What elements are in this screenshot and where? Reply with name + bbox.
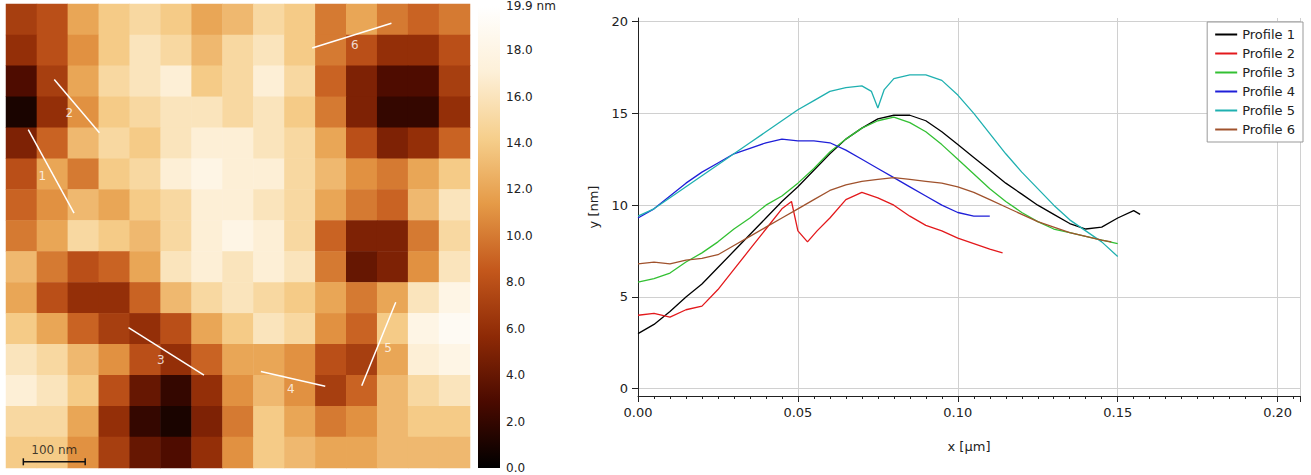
svg-text:Profile 4: Profile 4 xyxy=(1242,84,1295,99)
svg-text:12.0: 12.0 xyxy=(506,182,533,196)
svg-text:1: 1 xyxy=(39,169,47,183)
svg-text:Profile 3: Profile 3 xyxy=(1242,65,1295,80)
svg-text:10.0: 10.0 xyxy=(506,229,533,243)
svg-text:2.0: 2.0 xyxy=(506,415,525,429)
svg-text:Profile 5: Profile 5 xyxy=(1242,103,1295,118)
svg-text:6: 6 xyxy=(351,38,359,52)
svg-text:Profile 6: Profile 6 xyxy=(1242,122,1295,137)
svg-text:10: 10 xyxy=(611,198,628,213)
svg-text:20: 20 xyxy=(611,14,628,29)
svg-text:0.00: 0.00 xyxy=(624,405,653,420)
svg-text:0.15: 0.15 xyxy=(1103,405,1132,420)
svg-text:8.0: 8.0 xyxy=(506,275,525,289)
svg-text:6.0: 6.0 xyxy=(506,322,525,336)
svg-text:5: 5 xyxy=(384,341,392,355)
svg-text:14.0: 14.0 xyxy=(506,136,533,150)
svg-text:15: 15 xyxy=(611,106,628,121)
svg-text:x [μm]: x [μm] xyxy=(948,439,991,454)
svg-text:0.20: 0.20 xyxy=(1263,405,1292,420)
svg-text:4.0: 4.0 xyxy=(506,368,525,382)
svg-text:16.0: 16.0 xyxy=(506,90,533,104)
svg-text:3: 3 xyxy=(157,353,165,367)
svg-text:0: 0 xyxy=(620,381,628,396)
svg-text:18.0: 18.0 xyxy=(506,43,533,57)
svg-text:0.10: 0.10 xyxy=(943,405,972,420)
svg-text:0.0: 0.0 xyxy=(506,461,525,475)
svg-text:5: 5 xyxy=(620,289,628,304)
svg-text:0.05: 0.05 xyxy=(783,405,812,420)
svg-text:Profile 2: Profile 2 xyxy=(1242,46,1295,61)
svg-text:y [nm]: y [nm] xyxy=(586,186,601,229)
svg-text:Profile 1: Profile 1 xyxy=(1242,27,1295,42)
svg-text:2: 2 xyxy=(65,106,73,120)
svg-text:100 nm: 100 nm xyxy=(31,443,77,457)
svg-text:4: 4 xyxy=(287,382,295,396)
svg-text:19.9 nm: 19.9 nm xyxy=(506,0,556,13)
